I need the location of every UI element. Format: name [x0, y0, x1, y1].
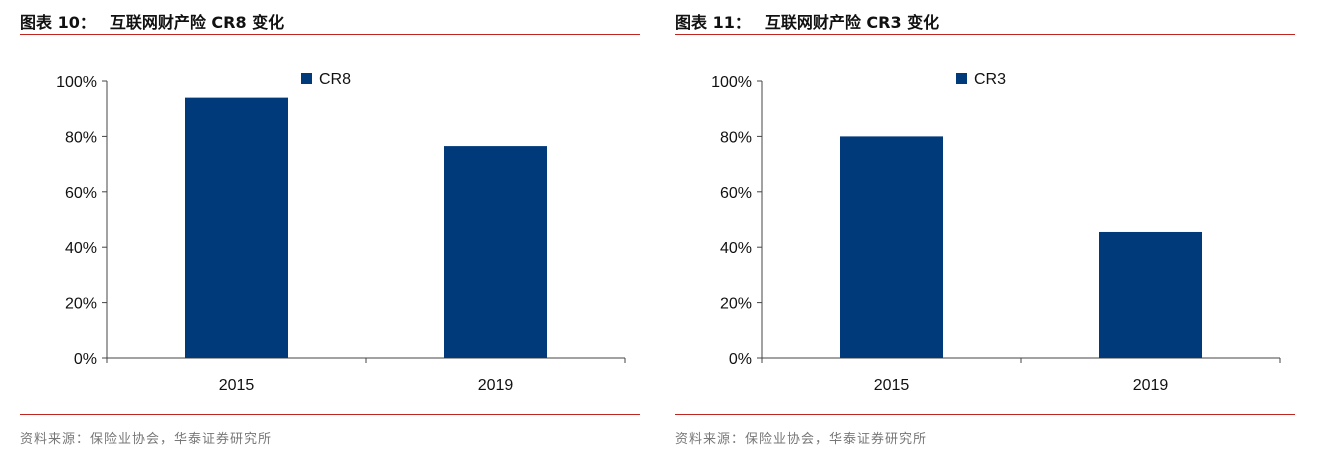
source-note: 资料来源：保险业协会，华泰证券研究所 — [675, 432, 928, 447]
chart-panel-cr3: 图表 11： 互联网财产险 CR3 变化 0% 20% 40% 60% 80% 100% 20… — [675, 0, 1295, 475]
bar-chart-cr3: 0% 20% 40% 60% 80% 100% 2015 2019 CR3 — [711, 71, 1281, 394]
bottom-divider — [675, 414, 1295, 415]
panel-title: 图表 11： 互联网财产险 CR3 变化 — [675, 9, 939, 33]
y-tick-label: 100% — [711, 74, 752, 91]
y-tick-label: 80% — [720, 129, 752, 146]
y-tick-label: 80% — [65, 129, 97, 146]
bar — [1099, 231, 1202, 358]
title-divider — [20, 34, 640, 35]
y-tick-label: 0% — [74, 351, 97, 368]
legend-swatch — [301, 73, 312, 84]
y-tick-label: 40% — [720, 240, 752, 257]
chart-title: 互联网财产险 CR8 变化 — [109, 13, 285, 32]
source-note: 资料来源：保险业协会，华泰证券研究所 — [20, 432, 273, 447]
x-tick-label: 2015 — [219, 377, 255, 394]
bottom-divider — [20, 414, 640, 415]
figure-label: 图表 11： — [675, 13, 751, 32]
y-tick-label: 100% — [56, 74, 97, 91]
title-divider — [675, 34, 1295, 35]
y-tick-label: 20% — [65, 296, 97, 313]
panel-title: 图表 10： 互联网财产险 CR8 变化 — [20, 9, 284, 33]
legend-label: CR8 — [319, 71, 351, 88]
bar — [185, 97, 288, 358]
y-tick-label: 20% — [720, 296, 752, 313]
x-tick-label: 2019 — [478, 377, 514, 394]
bar — [444, 146, 547, 358]
x-tick-label: 2019 — [1133, 377, 1169, 394]
y-tick-label: 40% — [65, 240, 97, 257]
figure-label: 图表 10： — [20, 13, 96, 32]
bar-chart-cr8: 0% 20% 40% 60% 80% 100% 2015 2019 CR8 — [56, 71, 626, 394]
x-tick-label: 2015 — [874, 377, 910, 394]
y-tick-label: 60% — [65, 185, 97, 202]
bar — [840, 136, 943, 358]
chart-title: 互联网财产险 CR3 变化 — [764, 13, 940, 32]
legend-label: CR3 — [974, 71, 1006, 88]
chart-panel-cr8: 图表 10： 互联网财产险 CR8 变化 0% 20% 40% 60% 80% 100% 20… — [20, 0, 640, 475]
y-tick-label: 0% — [729, 351, 752, 368]
y-tick-label: 60% — [720, 185, 752, 202]
legend-swatch — [956, 73, 967, 84]
